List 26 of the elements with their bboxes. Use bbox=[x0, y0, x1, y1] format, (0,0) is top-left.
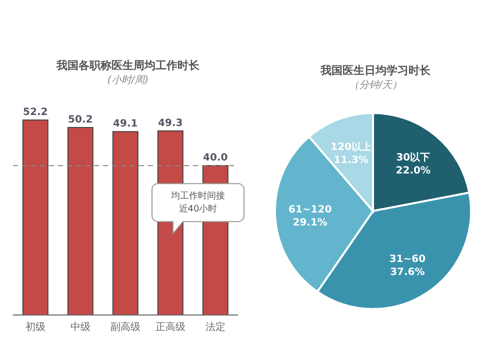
data-label: 22.0% bbox=[396, 165, 431, 176]
x-tick-label: 副高级 bbox=[110, 321, 140, 334]
slice-label: 30以下 bbox=[396, 151, 430, 164]
bar bbox=[112, 131, 138, 316]
data-label: 11.3% bbox=[334, 154, 368, 166]
data-label: 37.6% bbox=[390, 266, 425, 278]
bar bbox=[22, 120, 48, 316]
data-label: 49.1 bbox=[113, 118, 138, 130]
data-label: 50.2 bbox=[68, 114, 93, 126]
x-tick-label: 正高级 bbox=[156, 321, 186, 334]
bar bbox=[67, 126, 94, 316]
data-label: 40.0 bbox=[203, 152, 228, 164]
slice-label: 61~120 bbox=[288, 204, 332, 216]
chart-subtitle: (小时/周) bbox=[106, 74, 150, 87]
x-tick-label: 法定 bbox=[206, 321, 226, 334]
ref-line-label: 均工作时间接近40小时 bbox=[170, 190, 225, 215]
data-label: 29.1% bbox=[292, 217, 328, 228]
chart-subtitle: （分钟/天） bbox=[348, 78, 404, 92]
chart-title: 我国各职称医生周均工作时长 bbox=[55, 58, 200, 73]
slice-label: 31~60 bbox=[389, 254, 426, 265]
chart-title: 我国医生日均学习时长 bbox=[319, 63, 432, 78]
slice-label: 120以上 bbox=[330, 140, 372, 153]
x-tick-label: 初级 bbox=[26, 321, 46, 334]
data-label: 49.3 bbox=[158, 118, 183, 129]
x-tick-label: 中级 bbox=[70, 321, 90, 334]
data-label: 52.2 bbox=[23, 107, 48, 118]
